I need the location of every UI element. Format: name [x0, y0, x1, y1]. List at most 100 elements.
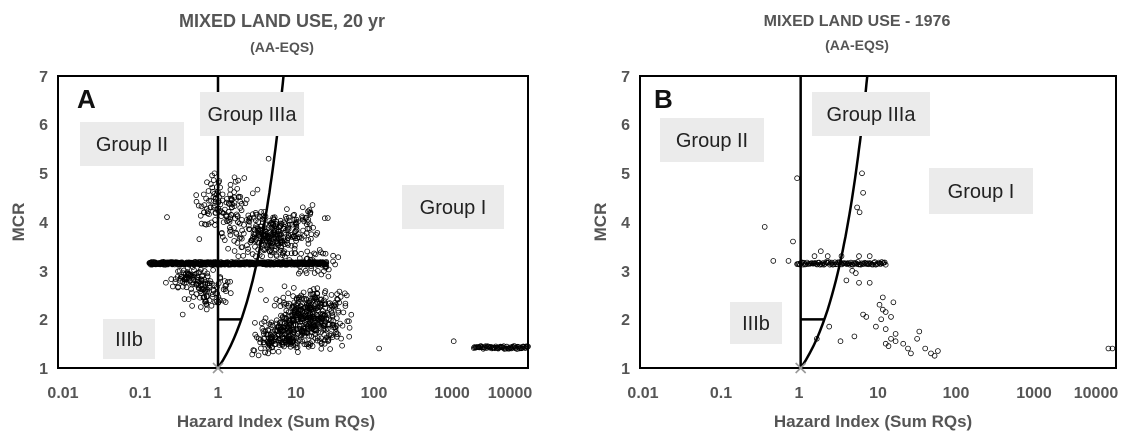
chart-a-point [239, 235, 245, 242]
chart-a-point [304, 322, 311, 329]
chart-b-y-ticks: 1 2 3 4 5 6 7 [621, 69, 630, 378]
chart-b-point [882, 261, 889, 268]
chart-b-xtick: 0.01 [627, 385, 658, 402]
chart-b-point [854, 204, 860, 211]
chart-a-point [285, 302, 291, 309]
chart-a-point [177, 278, 184, 284]
chart-b-point [900, 340, 906, 347]
chart-a-point [290, 233, 297, 240]
panel-a: MIXED LAND USE, 20 yr (AA-EQS) Group II … [9, 11, 532, 431]
chart-b-point [878, 316, 884, 323]
chart-b-point [879, 294, 886, 301]
chart-b-label-box-group-iiia [812, 92, 930, 136]
chart-a-point [225, 217, 232, 224]
chart-b-point [931, 352, 938, 359]
chart-a-point [262, 315, 269, 322]
chart-a-point [295, 219, 301, 225]
chart-a-point [264, 331, 271, 338]
chart-a-point [265, 350, 271, 357]
chart-b-point [809, 260, 815, 266]
chart-b-x-axis-label: Hazard Index (Sum RQs) [774, 412, 972, 431]
chart-a-point [346, 318, 352, 325]
chart-a-y-ticks: 1 2 3 4 5 6 7 [39, 69, 48, 378]
chart-a-point [332, 324, 339, 331]
chart-a-point [267, 342, 273, 349]
chart-a-point [237, 234, 244, 241]
chart-a-point [291, 211, 298, 218]
chart-a-point [268, 319, 275, 326]
chart-a-point [304, 326, 311, 332]
chart-a-point [317, 303, 324, 309]
chart-a-point [276, 319, 283, 326]
chart-a-point [293, 301, 299, 308]
chart-a-point [203, 306, 210, 313]
chart-a-point [284, 240, 290, 247]
chart-a-y-axis-label: MCR [9, 203, 28, 242]
chart-a-point [285, 329, 292, 336]
chart-a-point [170, 283, 176, 290]
chart-a-point [210, 177, 217, 183]
chart-b-x-ticks: 0.01 0.1 1 10 100 1000 10000 [627, 385, 1118, 402]
chart-a-point [227, 181, 234, 188]
chart-a-point [305, 305, 311, 312]
chart-a-point [255, 336, 262, 342]
chart-b-xtick: 1 [795, 385, 804, 402]
chart-a-point [287, 343, 294, 350]
chart-a-point [193, 198, 200, 205]
chart-a-point [330, 252, 336, 259]
chart-a-point [332, 299, 338, 306]
chart-b-ytick: 2 [621, 312, 630, 329]
chart-b-point [785, 258, 792, 264]
chart-a-point [293, 305, 299, 312]
chart-a-point [314, 296, 320, 303]
chart-a-point [314, 337, 321, 344]
chart-a-point [199, 286, 206, 293]
chart-b-point [856, 253, 862, 259]
chart-a-point [229, 204, 235, 210]
chart-b-point [843, 277, 850, 284]
chart-a-point [219, 191, 226, 198]
chart-a-point [290, 293, 296, 299]
chart-a-point [335, 307, 342, 314]
chart-a-point [288, 250, 295, 257]
chart-b-point [882, 326, 889, 332]
chart-a-point [342, 290, 348, 297]
chart-a-point [252, 319, 258, 326]
chart-a-point [208, 181, 214, 187]
chart-a-point [313, 327, 320, 334]
chart-a-point [346, 333, 353, 340]
chart-a-point [336, 288, 343, 295]
chart-a-point [164, 214, 170, 220]
chart-a-point [302, 267, 309, 274]
chart-a-point [332, 261, 338, 268]
chart-a-ytick: 6 [39, 117, 48, 134]
chart-b-points [761, 170, 1116, 359]
chart-a-point [231, 225, 237, 231]
chart-a-label-group-iiia: Group IIIa [208, 104, 298, 126]
chart-a-point [209, 294, 216, 300]
chart-b-title: MIXED LAND USE - 1976 [764, 13, 951, 30]
chart-a-point [234, 240, 241, 246]
chart-a-point [330, 302, 337, 309]
chart-a-point [337, 320, 343, 327]
chart-b-ytick: 4 [621, 215, 630, 232]
chart-a-plot-area: Group II Group IIIa Group I IIIb A [57, 75, 531, 374]
chart-a-point [307, 297, 314, 303]
chart-b-panel-letter: B [654, 84, 673, 114]
chart-a-point [237, 194, 244, 200]
chart-b-point [860, 311, 866, 318]
chart-a-point [342, 300, 349, 307]
chart-a-point [198, 290, 205, 296]
chart-b-point [811, 253, 818, 259]
chart-a-point [250, 236, 256, 243]
chart-a-point [206, 211, 212, 218]
chart-a-point [180, 270, 187, 277]
chart-b-point [873, 323, 879, 330]
chart-a-point [201, 209, 207, 216]
chart-a-point [301, 341, 308, 348]
chart-a-point [260, 335, 267, 342]
chart-a-point [320, 250, 326, 257]
chart-a-point [267, 334, 274, 341]
chart-a-point [241, 175, 248, 181]
